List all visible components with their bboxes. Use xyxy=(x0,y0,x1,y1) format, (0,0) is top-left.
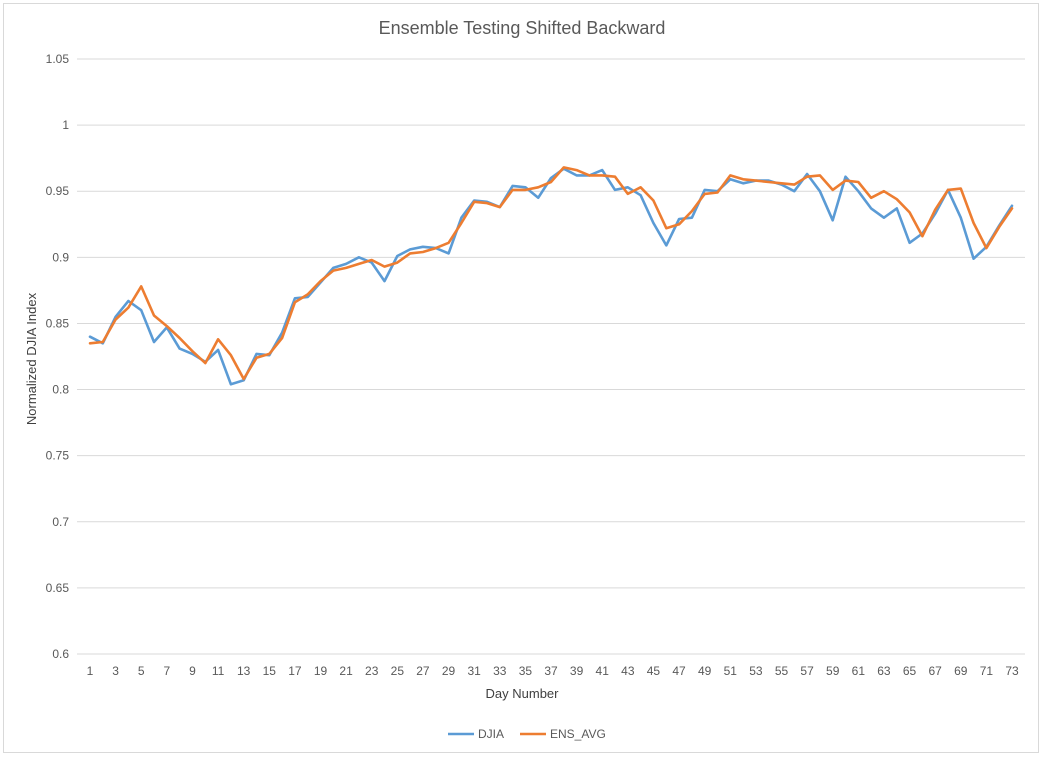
legend-label: DJIA xyxy=(478,727,504,741)
x-tick-label: 37 xyxy=(544,664,558,678)
x-tick-label: 69 xyxy=(954,664,968,678)
series-lines xyxy=(88,166,1014,386)
x-tick-label: 41 xyxy=(596,664,610,678)
y-tick-label: 0.9 xyxy=(52,250,69,264)
x-tick-label: 7 xyxy=(163,664,170,678)
x-tick-label: 25 xyxy=(391,664,405,678)
x-tick-label: 5 xyxy=(138,664,145,678)
x-tick-label: 57 xyxy=(800,664,814,678)
y-tick-label: 0.75 xyxy=(46,449,70,463)
x-tick-label: 31 xyxy=(467,664,481,678)
x-tick-label: 17 xyxy=(288,664,302,678)
x-tick-label: 13 xyxy=(237,664,251,678)
x-tick-label: 45 xyxy=(647,664,661,678)
x-tick-label: 63 xyxy=(877,664,891,678)
series-line-ens-avg xyxy=(88,166,1014,381)
x-tick-label: 33 xyxy=(493,664,507,678)
x-tick-label: 55 xyxy=(775,664,789,678)
x-tick-label: 53 xyxy=(749,664,763,678)
y-axis-ticks: 0.6 0.65 0.7 0.75 0.8 0.85 0.9 0.95 1 1.05 xyxy=(46,52,70,661)
x-tick-label: 61 xyxy=(852,664,866,678)
x-tick-label: 39 xyxy=(570,664,584,678)
x-tick-label: 59 xyxy=(826,664,840,678)
x-tick-label: 11 xyxy=(212,664,225,678)
y-tick-label: 0.7 xyxy=(52,515,69,529)
x-tick-label: 67 xyxy=(928,664,942,678)
x-tick-label: 35 xyxy=(519,664,533,678)
x-tick-label: 9 xyxy=(189,664,196,678)
x-tick-label: 73 xyxy=(1005,664,1019,678)
x-tick-label: 47 xyxy=(672,664,686,678)
x-axis-ticks: 1 3 5 7 9 11 13 15 17 19 21 23 25 27 29 31 33 35 37 39 41 43 4… xyxy=(87,664,1019,678)
x-tick-label: 29 xyxy=(442,664,456,678)
y-tick-label: 0.8 xyxy=(52,383,69,397)
y-tick-label: 1 xyxy=(62,118,69,132)
x-tick-label: 49 xyxy=(698,664,712,678)
y-tick-label: 1.05 xyxy=(46,52,70,66)
chart-title: Ensemble Testing Shifted Backward xyxy=(379,18,666,38)
y-axis-title: Normalized DJIA Index xyxy=(24,292,39,425)
y-tick-label: 0.85 xyxy=(46,316,70,330)
x-tick-label: 21 xyxy=(339,664,353,678)
y-tick-label: 0.6 xyxy=(52,647,69,661)
x-tick-label: 43 xyxy=(621,664,635,678)
line-chart: Ensemble Testing Shifted Backward 0.60.6… xyxy=(24,18,1025,741)
x-tick-label: 51 xyxy=(724,664,738,678)
legend-label: ENS_AVG xyxy=(550,727,606,741)
y-tick-label: 0.95 xyxy=(46,184,70,198)
legend: DJIA ENS_AVG xyxy=(448,727,606,741)
x-tick-label: 1 xyxy=(87,664,94,678)
gridlines xyxy=(77,58,1025,655)
x-tick-label: 15 xyxy=(263,664,277,678)
x-tick-label: 19 xyxy=(314,664,328,678)
x-tick-label: 23 xyxy=(365,664,379,678)
x-tick-label: 71 xyxy=(980,664,994,678)
x-tick-label: 65 xyxy=(903,664,917,678)
chart-container: Ensemble Testing Shifted Backward 0.6 0.6… xyxy=(3,3,1039,753)
x-axis-title: Day Number xyxy=(486,686,560,701)
x-tick-label: 27 xyxy=(416,664,430,678)
x-tick-label: 3 xyxy=(112,664,119,678)
y-tick-label: 0.65 xyxy=(46,581,70,595)
